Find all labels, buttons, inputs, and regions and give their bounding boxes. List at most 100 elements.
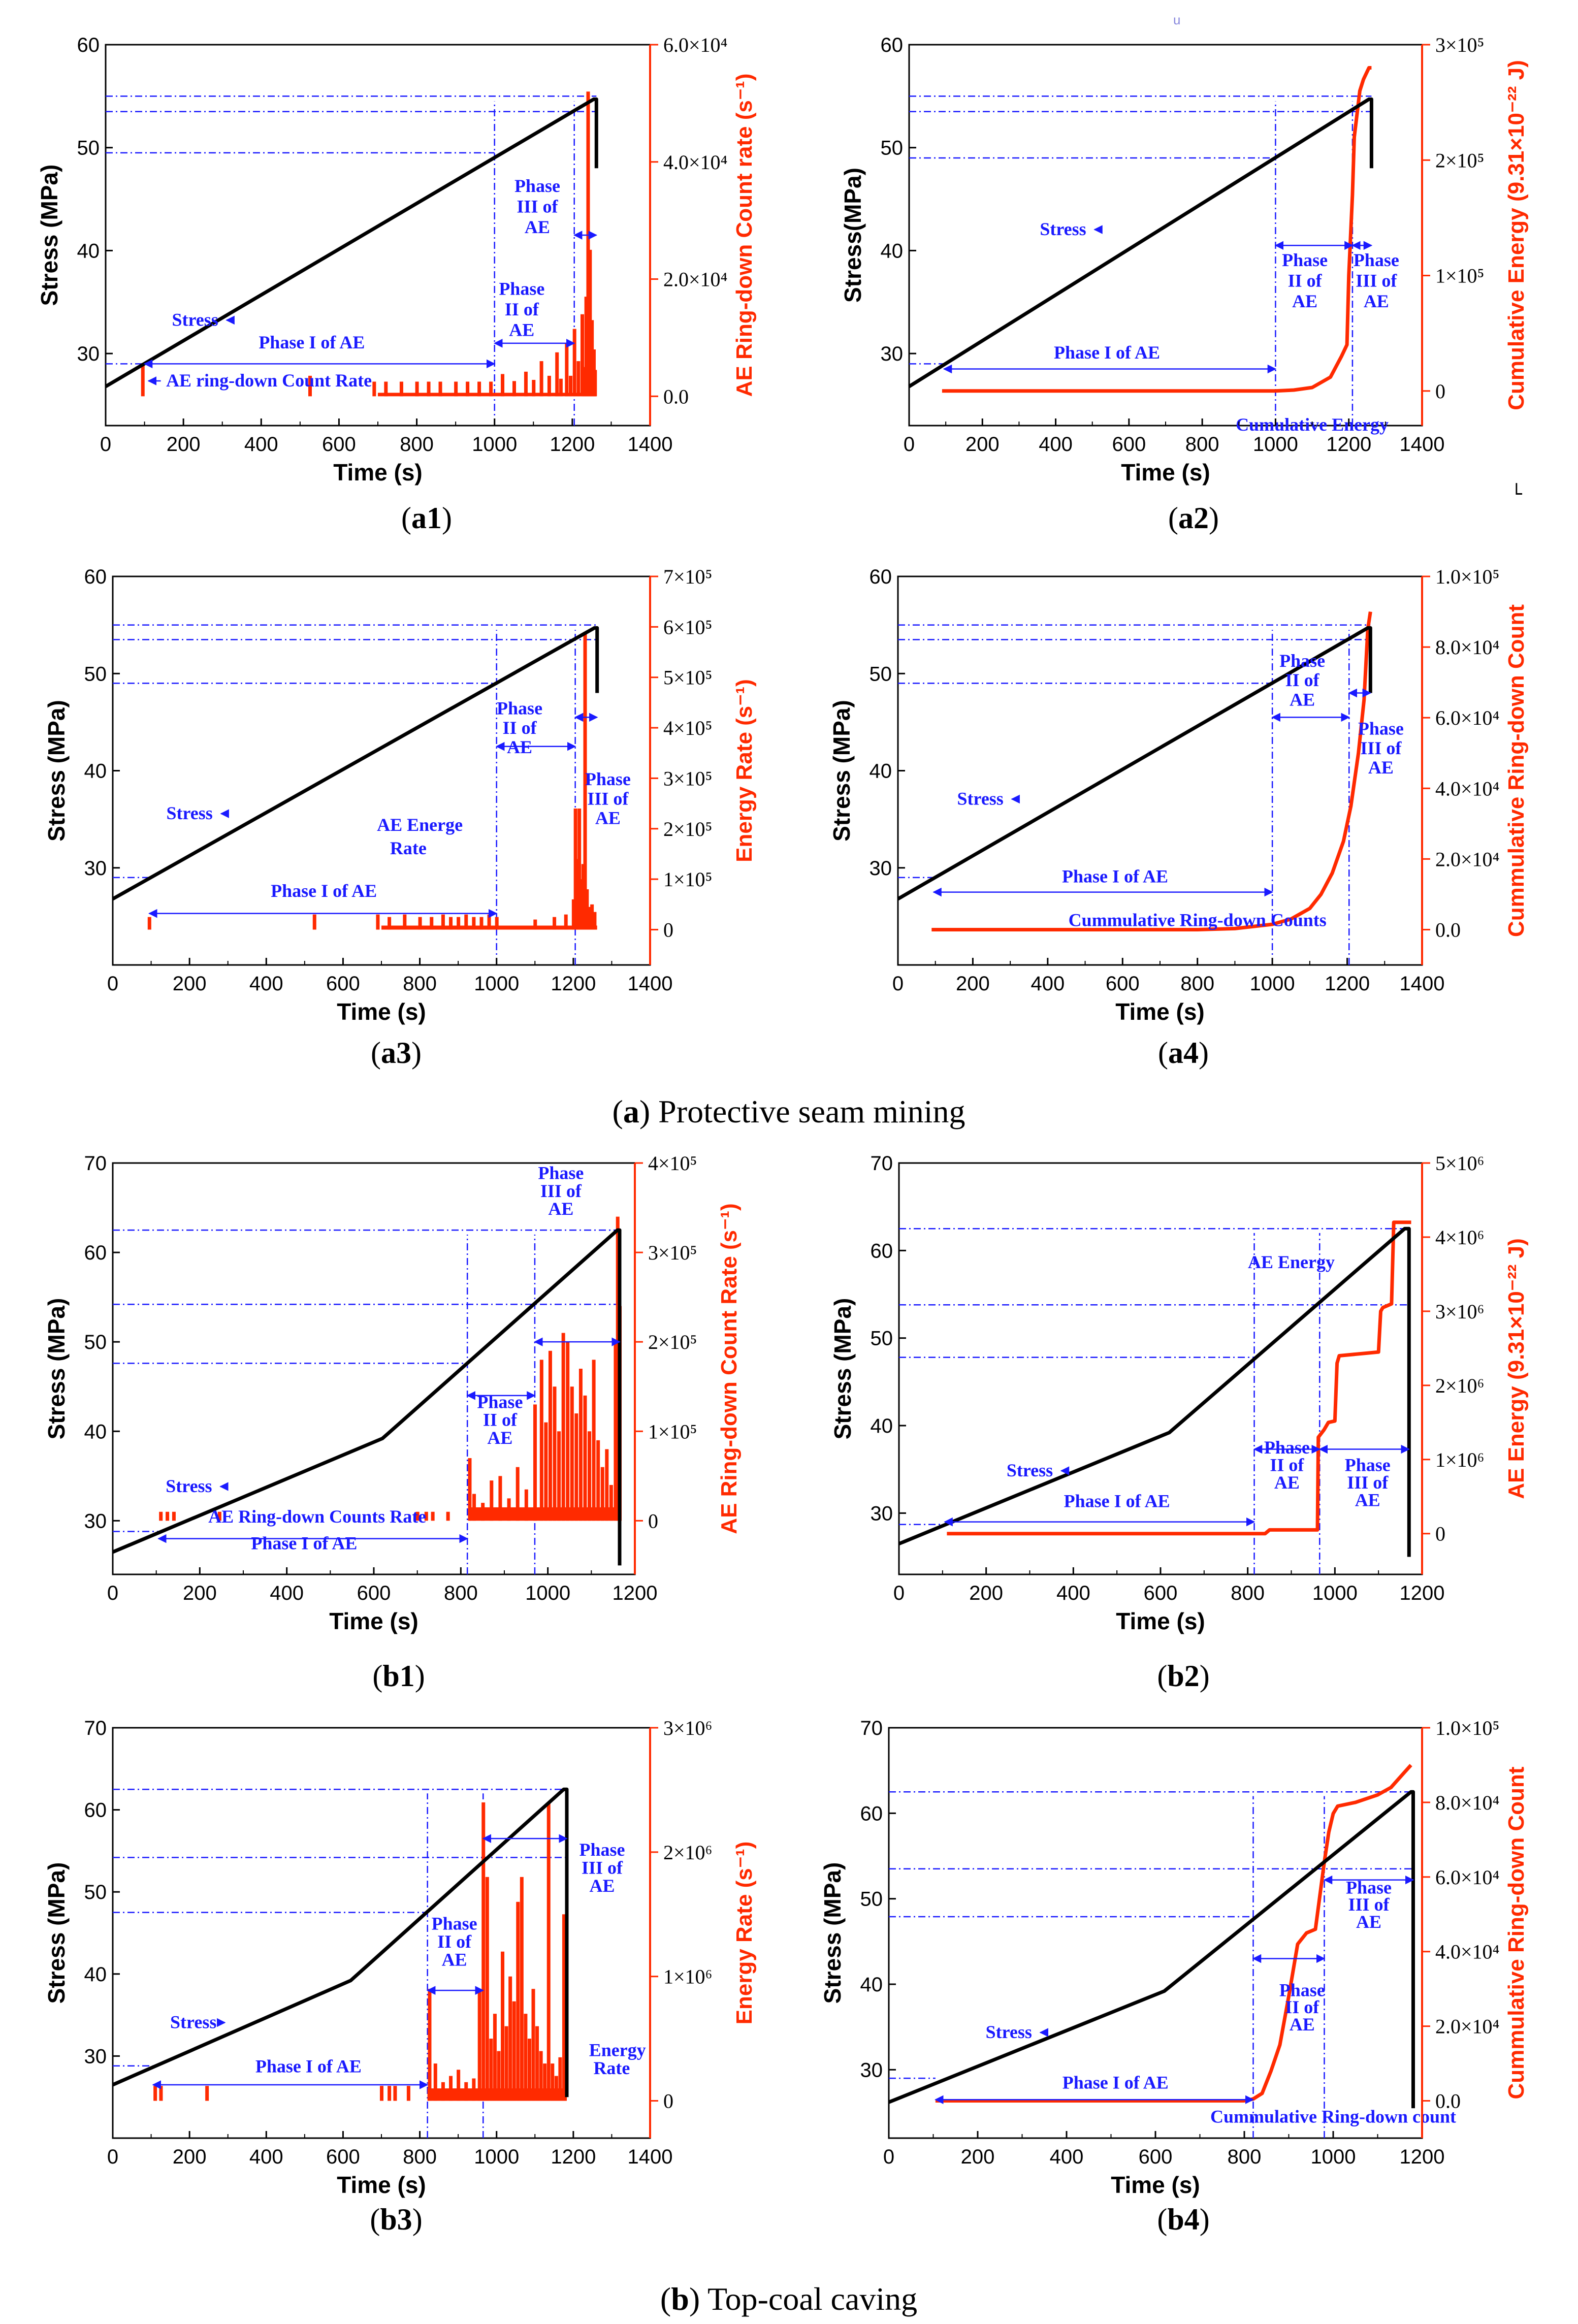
x-tick-label: 200 bbox=[173, 973, 207, 995]
panel-caption-paren: ) bbox=[1200, 2203, 1210, 2236]
y2-axis-title: AE Ring-down Count Rate (s⁻¹) bbox=[717, 1203, 742, 1534]
x-tick-label: 800 bbox=[444, 1582, 478, 1604]
annotation-label: Phase bbox=[499, 279, 544, 299]
y-axis-title: Stress (MPa) bbox=[43, 700, 70, 842]
y2-tick-label: 5×10⁵ bbox=[663, 666, 713, 689]
caption-paren-close: ) bbox=[689, 2281, 700, 2317]
panel-caption-label: b3 bbox=[380, 2203, 412, 2236]
ae-bar bbox=[172, 1511, 176, 1521]
ae-bar bbox=[566, 1342, 570, 1521]
chart-a4: Stress Phase I of AE Cummulative Ring-down… bbox=[828, 565, 1529, 1070]
ae-bar bbox=[431, 1511, 435, 1521]
y2-axis-title: AE Ring-down Count rate (s⁻¹) bbox=[732, 74, 757, 397]
ae-bar bbox=[449, 2076, 453, 2101]
ae-bar bbox=[508, 1976, 512, 2101]
annotation-label: AE bbox=[1355, 1490, 1380, 1510]
annotation-label: III of bbox=[1360, 738, 1402, 758]
x-tick-label: 0 bbox=[904, 433, 915, 456]
ae-bar bbox=[578, 1369, 583, 1521]
ae-bar bbox=[498, 1476, 502, 1521]
ae-bar bbox=[428, 1989, 432, 2101]
ae-bar bbox=[501, 374, 505, 397]
annotation-label: Phase bbox=[1346, 1878, 1392, 1898]
ae-bar bbox=[388, 917, 392, 930]
ae-bar bbox=[468, 1458, 472, 1521]
x-tick-label: 200 bbox=[183, 1582, 217, 1604]
ae-bar bbox=[512, 381, 516, 397]
group-caption-a-label: a bbox=[623, 1093, 639, 1129]
panel-caption: (a2) bbox=[1168, 501, 1219, 535]
x-tick-label: 1200 bbox=[1326, 433, 1371, 456]
x-tick-label: 1000 bbox=[1312, 1582, 1358, 1604]
y-tick-label: 40 bbox=[869, 760, 892, 783]
annotation-label: II of bbox=[503, 718, 537, 738]
annotation-label: II of bbox=[1288, 270, 1323, 291]
x-tick-label: 400 bbox=[1056, 1582, 1090, 1604]
ae-bar bbox=[558, 2057, 562, 2101]
y2-tick-label: 2.0×10⁴ bbox=[1435, 848, 1500, 870]
panel-caption-paren: ) bbox=[1209, 501, 1219, 535]
group-caption-a: (a) Protective seam mining bbox=[613, 1093, 965, 1129]
ae-bar bbox=[512, 2001, 516, 2101]
y-tick-label: 30 bbox=[84, 2045, 107, 2068]
y-tick-label: 40 bbox=[860, 1974, 883, 1996]
panel-caption-paren: ( bbox=[372, 1659, 382, 1693]
annotation-label: Stress bbox=[986, 2022, 1032, 2042]
annotation-label: Stress bbox=[166, 1476, 212, 1496]
ae-bar bbox=[457, 2070, 461, 2101]
ae-bar bbox=[504, 2026, 508, 2101]
y2-tick-label: 3×10⁵ bbox=[1435, 34, 1485, 56]
y2-tick-label: 5×10⁶ bbox=[1435, 1152, 1485, 1175]
y2-tick-label: 0 bbox=[663, 918, 673, 941]
annotation-label: III of bbox=[540, 1181, 582, 1201]
y2-tick-label: 4×10⁵ bbox=[648, 1152, 697, 1175]
ae-bar bbox=[553, 1386, 557, 1521]
annotation-label: AE bbox=[1368, 757, 1394, 778]
y2-tick-label: 2×10⁵ bbox=[1435, 149, 1485, 172]
ae-bar bbox=[406, 2086, 410, 2101]
y-tick-label: 50 bbox=[881, 137, 904, 159]
x-tick-label: 600 bbox=[326, 973, 360, 995]
x-tick-label: 1000 bbox=[1250, 973, 1295, 995]
annotation-label: Phase bbox=[585, 769, 631, 789]
y2-axis-title: Cummulative Ring-down Count bbox=[1504, 1766, 1529, 2099]
panel-caption-paren: ( bbox=[1157, 2203, 1167, 2236]
annotation-label: Cummulative Ring-down count bbox=[1210, 2107, 1456, 2127]
annotation-label: Phase bbox=[1279, 651, 1325, 671]
ae-bar bbox=[141, 364, 145, 397]
ae-bar bbox=[433, 2063, 437, 2101]
annotation-label: AE bbox=[1290, 2014, 1315, 2035]
ae-bar bbox=[539, 2051, 543, 2101]
y2-tick-label: 1×10⁶ bbox=[663, 1965, 713, 1988]
y2-tick-label: 0.0 bbox=[1435, 918, 1461, 941]
ae-bar bbox=[575, 859, 579, 930]
caption-paren-close: ) bbox=[639, 1093, 650, 1129]
ae-bar bbox=[539, 1360, 543, 1521]
y2-tick-label: 2×10⁶ bbox=[1435, 1374, 1485, 1397]
y-tick-label: 30 bbox=[77, 343, 100, 365]
y-axis-title: Stress (MPa) bbox=[819, 1862, 846, 2004]
y-tick-label: 70 bbox=[84, 1152, 107, 1175]
annotation-label: AE bbox=[1356, 1912, 1381, 1932]
panel-caption-paren: ( bbox=[1158, 1036, 1168, 1070]
y-tick-label: 30 bbox=[871, 1502, 893, 1525]
x-tick-label: 1200 bbox=[1400, 2146, 1445, 2168]
svg-text:(b) Top-coal caving: (b) Top-coal caving bbox=[660, 2281, 917, 2317]
y2-tick-label: 6×10⁵ bbox=[663, 616, 713, 638]
y-tick-label: 50 bbox=[860, 1888, 883, 1911]
ae-bar bbox=[159, 2086, 163, 2101]
ae-bar bbox=[441, 2082, 445, 2101]
ae-bar bbox=[312, 914, 316, 930]
annotation-label: Phase bbox=[1345, 1455, 1391, 1475]
y2-tick-label: 0.0 bbox=[663, 385, 689, 408]
annotation-label: AE Ring-down Counts Rate bbox=[208, 1506, 426, 1527]
annotation-label: AE bbox=[509, 320, 534, 340]
annotation-label: Phase I of AE bbox=[1054, 342, 1160, 363]
ae-bar bbox=[372, 381, 376, 397]
annotation-label: Phase I of AE bbox=[1064, 1491, 1170, 1511]
y-tick-label: 50 bbox=[84, 1881, 107, 1903]
y2-tick-label: 1×10⁵ bbox=[648, 1420, 697, 1443]
annotation-label: AE Energe bbox=[377, 815, 463, 835]
